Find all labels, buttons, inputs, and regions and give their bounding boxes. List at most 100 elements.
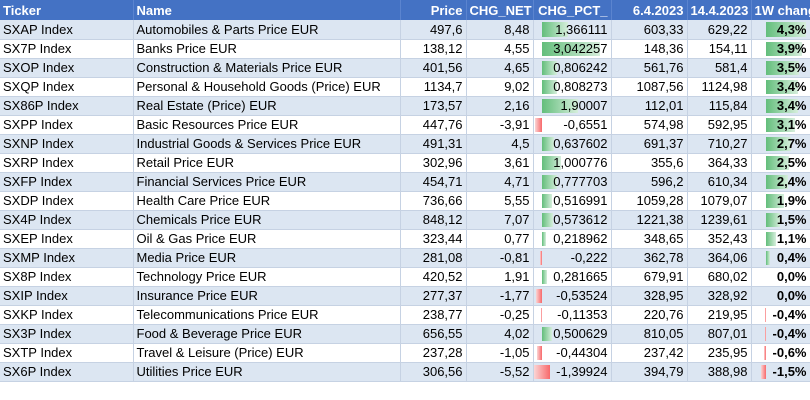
cell-1w-change[interactable]: 1,9% [751,191,810,211]
cell-name[interactable]: Health Care Price EUR [133,191,401,211]
cell-date-2[interactable]: 235,95 [687,343,752,363]
cell-1w-change[interactable]: 3,4% [751,77,810,97]
cell-date-1[interactable]: 394,79 [611,362,688,382]
cell-chg-net[interactable]: -0,81 [466,248,534,268]
cell-ticker[interactable]: SXQP Index [0,77,134,97]
cell-price[interactable]: 237,28 [400,343,467,363]
cell-chg-net[interactable]: 8,48 [466,20,534,40]
cell-date-1[interactable]: 596,2 [611,172,688,192]
cell-ticker[interactable]: SXNP Index [0,134,134,154]
cell-chg-net[interactable]: 3,61 [466,153,534,173]
cell-price[interactable]: 420,52 [400,267,467,287]
cell-chg-pct[interactable]: 1,366111 [533,20,612,40]
cell-price[interactable]: 306,56 [400,362,467,382]
cell-date-2[interactable]: 610,34 [687,172,752,192]
cell-name[interactable]: Financial Services Price EUR [133,172,401,192]
cell-chg-net[interactable]: 4,02 [466,324,534,344]
cell-price[interactable]: 736,66 [400,191,467,211]
cell-date-2[interactable]: 388,98 [687,362,752,382]
cell-name[interactable]: Personal & Household Goods (Price) EUR [133,77,401,97]
cell-name[interactable]: Automobiles & Parts Price EUR [133,20,401,40]
cell-chg-net[interactable]: -5,52 [466,362,534,382]
cell-price[interactable]: 491,31 [400,134,467,154]
cell-name[interactable]: Construction & Materials Price EUR [133,58,401,78]
cell-date-1[interactable]: 679,91 [611,267,688,287]
cell-ticker[interactable]: SX4P Index [0,210,134,230]
cell-chg-pct[interactable]: -0,11353 [533,305,612,325]
cell-chg-net[interactable]: -0,25 [466,305,534,325]
cell-chg-pct[interactable]: -0,44304 [533,343,612,363]
cell-date-1[interactable]: 328,95 [611,286,688,306]
cell-name[interactable]: Retail Price EUR [133,153,401,173]
cell-chg-net[interactable]: -1,77 [466,286,534,306]
cell-chg-pct[interactable]: -1,39924 [533,362,612,382]
cell-date-2[interactable]: 219,95 [687,305,752,325]
cell-chg-pct[interactable]: 0,573612 [533,210,612,230]
cell-date-2[interactable]: 154,11 [687,39,752,59]
cell-1w-change[interactable]: 2,7% [751,134,810,154]
cell-1w-change[interactable]: 0,0% [751,286,810,306]
header-name[interactable]: Name [133,0,401,20]
cell-chg-net[interactable]: 5,55 [466,191,534,211]
cell-price[interactable]: 138,12 [400,39,467,59]
cell-chg-net[interactable]: 2,16 [466,96,534,116]
cell-chg-pct[interactable]: -0,222 [533,248,612,268]
cell-date-1[interactable]: 112,01 [611,96,688,116]
cell-ticker[interactable]: SXKP Index [0,305,134,325]
cell-chg-net[interactable]: 9,02 [466,77,534,97]
cell-ticker[interactable]: SXPP Index [0,115,134,135]
cell-price[interactable]: 173,57 [400,96,467,116]
cell-chg-pct[interactable]: 1,90007 [533,96,612,116]
cell-1w-change[interactable]: 3,1% [751,115,810,135]
cell-price[interactable]: 323,44 [400,229,467,249]
cell-ticker[interactable]: SX8P Index [0,267,134,287]
cell-date-2[interactable]: 1079,07 [687,191,752,211]
cell-price[interactable]: 454,71 [400,172,467,192]
cell-name[interactable]: Utilities Price EUR [133,362,401,382]
cell-date-2[interactable]: 328,92 [687,286,752,306]
cell-date-1[interactable]: 1221,38 [611,210,688,230]
cell-date-2[interactable]: 680,02 [687,267,752,287]
cell-date-1[interactable]: 220,76 [611,305,688,325]
cell-name[interactable]: Food & Beverage Price EUR [133,324,401,344]
cell-chg-pct[interactable]: 0,218962 [533,229,612,249]
cell-ticker[interactable]: SXFP Index [0,172,134,192]
cell-ticker[interactable]: SXTP Index [0,343,134,363]
cell-price[interactable]: 447,76 [400,115,467,135]
cell-name[interactable]: Oil & Gas Price EUR [133,229,401,249]
cell-name[interactable]: Insurance Price EUR [133,286,401,306]
cell-price[interactable]: 281,08 [400,248,467,268]
header-date-1[interactable]: 6.4.2023 [611,0,688,20]
cell-chg-net[interactable]: -3,91 [466,115,534,135]
cell-ticker[interactable]: SXMP Index [0,248,134,268]
cell-name[interactable]: Telecommunications Price EUR [133,305,401,325]
cell-chg-net[interactable]: 4,65 [466,58,534,78]
cell-1w-change[interactable]: -1,5% [751,362,810,382]
cell-chg-net[interactable]: -1,05 [466,343,534,363]
cell-chg-pct[interactable]: 0,808273 [533,77,612,97]
cell-price[interactable]: 1134,7 [400,77,467,97]
header-price[interactable]: Price [400,0,467,20]
cell-chg-pct[interactable]: 0,516991 [533,191,612,211]
cell-price[interactable]: 238,77 [400,305,467,325]
cell-date-1[interactable]: 1059,28 [611,191,688,211]
cell-price[interactable]: 848,12 [400,210,467,230]
cell-date-1[interactable]: 561,76 [611,58,688,78]
cell-chg-pct[interactable]: 0,806242 [533,58,612,78]
cell-date-2[interactable]: 364,06 [687,248,752,268]
cell-date-1[interactable]: 355,6 [611,153,688,173]
cell-name[interactable]: Travel & Leisure (Price) EUR [133,343,401,363]
cell-ticker[interactable]: SXDP Index [0,191,134,211]
cell-name[interactable]: Banks Price EUR [133,39,401,59]
cell-date-2[interactable]: 1239,61 [687,210,752,230]
cell-ticker[interactable]: SX6P Index [0,362,134,382]
cell-chg-net[interactable]: 0,77 [466,229,534,249]
cell-ticker[interactable]: SXRP Index [0,153,134,173]
cell-chg-net[interactable]: 4,5 [466,134,534,154]
cell-date-2[interactable]: 115,84 [687,96,752,116]
cell-name[interactable]: Technology Price EUR [133,267,401,287]
cell-ticker[interactable]: SX86P Index [0,96,134,116]
cell-name[interactable]: Industrial Goods & Services Price EUR [133,134,401,154]
cell-chg-pct[interactable]: 3,042257 [533,39,612,59]
cell-date-1[interactable]: 603,33 [611,20,688,40]
